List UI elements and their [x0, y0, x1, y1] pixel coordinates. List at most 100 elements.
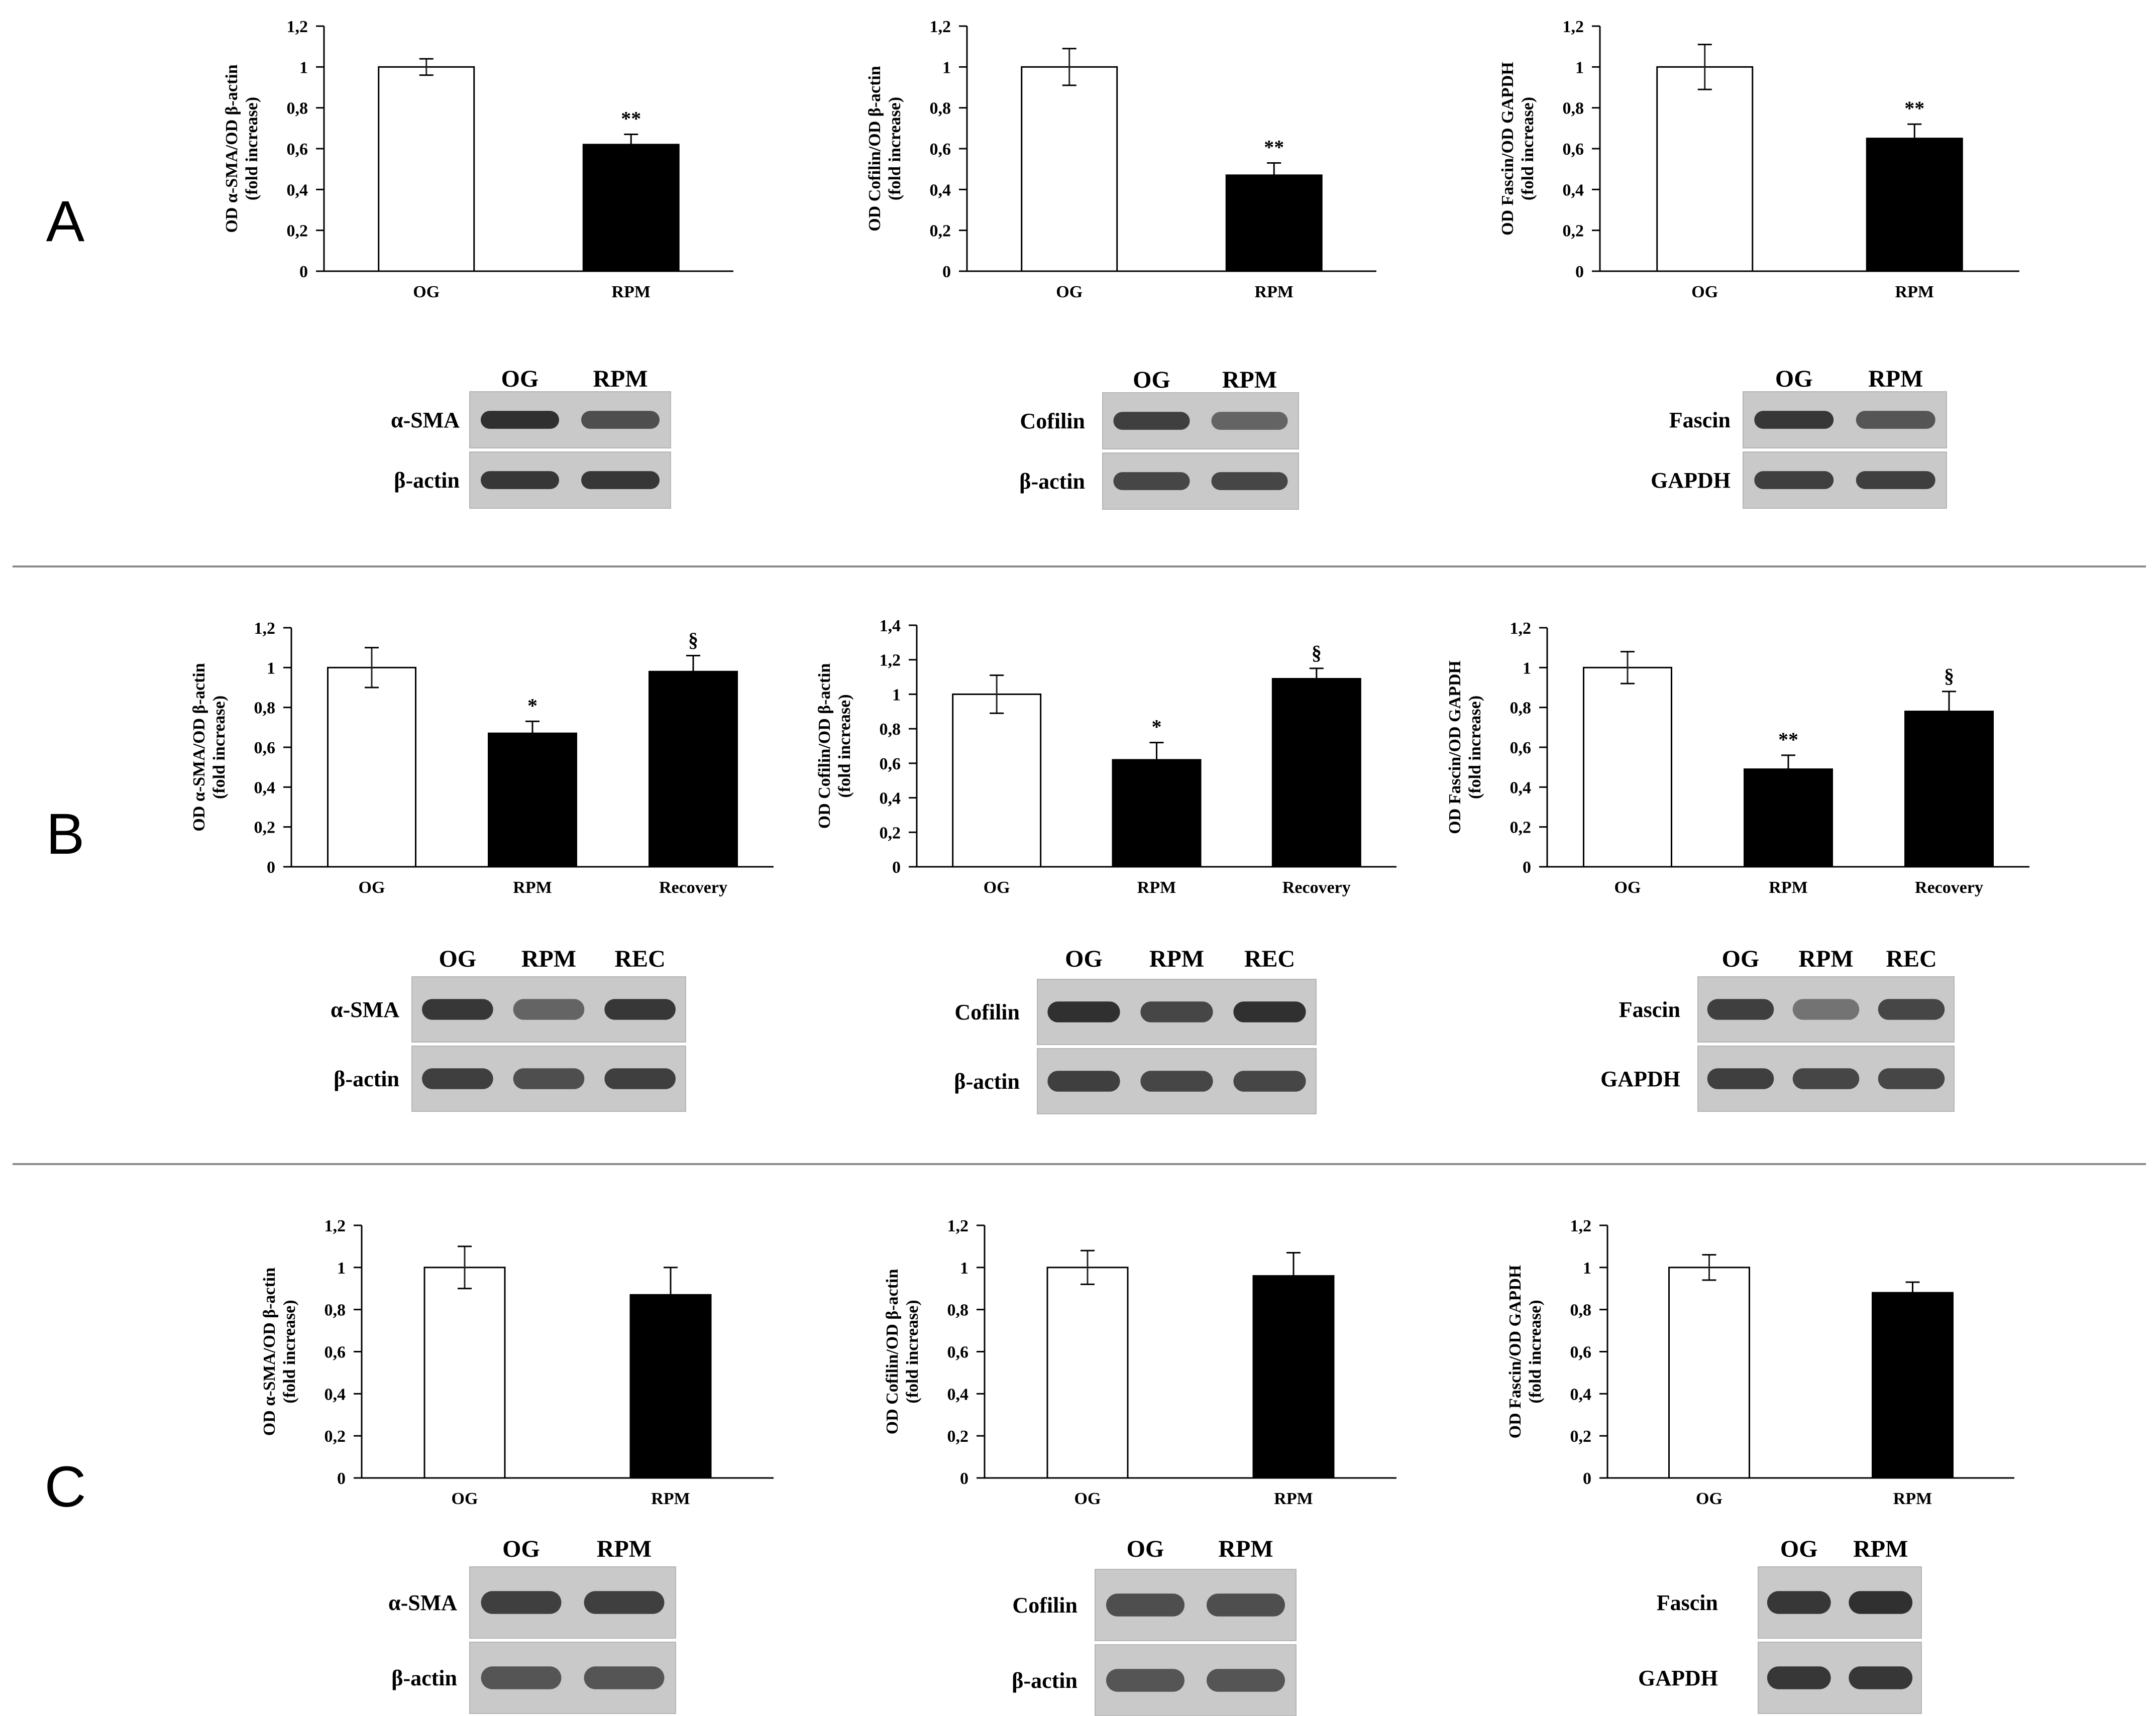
lane-label: OG — [439, 946, 476, 972]
lane-label: RPM — [597, 1536, 652, 1562]
y-tick-label: 0 — [299, 263, 308, 281]
lane-label: OG — [502, 1536, 540, 1562]
protein-band — [1707, 999, 1774, 1020]
protein-label: GAPDH — [1651, 468, 1731, 493]
lane-label: RPM — [1853, 1536, 1908, 1562]
significance-mark: § — [1312, 641, 1322, 664]
lane-label: RPM — [1868, 366, 1923, 392]
lane-label: OG — [1133, 367, 1170, 393]
y-tick-label: 0,2 — [287, 222, 308, 241]
y-tick-label: 1,2 — [880, 651, 901, 670]
y-tick-label: 1,2 — [325, 1217, 346, 1235]
y-tick-label: 1,2 — [1570, 1217, 1592, 1235]
protein-band — [581, 471, 660, 489]
category-label: RPM — [1274, 1490, 1313, 1508]
protein-label: Fascin — [1669, 408, 1731, 432]
western-blot: OG RPM REC α-SMA β-actin — [331, 946, 686, 1112]
bar — [1872, 1292, 1954, 1479]
y-tick-label: 1,2 — [1510, 619, 1532, 638]
lane-label: RPM — [521, 946, 576, 972]
western-blot: OG RPM α-SMA β-actin — [391, 366, 671, 509]
protein-band — [1767, 1666, 1831, 1689]
y-tick-label: 0,2 — [1510, 819, 1532, 837]
significance-mark: ** — [1264, 136, 1284, 158]
y-tick-label: 0 — [892, 858, 901, 877]
category-label: RPM — [612, 283, 651, 301]
lane-label: REC — [1886, 946, 1936, 972]
protein-band — [1754, 471, 1834, 489]
protein-band — [481, 411, 559, 429]
bar-chart: 0 0,2 0,4 0,6 0,8 1 1,2 OD Fascin/OD GAPDH(fold… — [1498, 18, 2019, 301]
y-axis-label: OD Fascin/OD GAPDH(fold increase) — [1506, 1265, 1545, 1439]
bar — [1866, 138, 1963, 272]
protein-band — [1856, 471, 1935, 489]
y-tick-label: 1,2 — [930, 18, 951, 36]
y-tick-label: 0 — [337, 1469, 346, 1488]
y-tick-label: 0,4 — [1570, 1385, 1592, 1404]
y-tick-label: 0,2 — [1563, 222, 1584, 241]
bar-chart: 0 0,2 0,4 0,6 0,8 1 1,2 OD Cofilin/OD β-actin(f… — [866, 18, 1376, 301]
category-label: OG — [1696, 1490, 1722, 1508]
panel-letter: B — [46, 802, 85, 866]
category-label: OG — [413, 283, 440, 301]
category-label: OG — [984, 878, 1010, 897]
protein-band — [1792, 1068, 1860, 1089]
y-tick-label: 0,6 — [880, 755, 901, 773]
protein-band — [481, 471, 559, 489]
protein-label: β-actin — [1019, 469, 1085, 494]
y-tick-label: 0,2 — [1570, 1427, 1592, 1446]
protein-band — [1754, 411, 1834, 429]
protein-band — [1707, 1068, 1774, 1089]
lane-label: OG — [1065, 946, 1103, 972]
y-tick-label: 1,2 — [254, 619, 276, 638]
y-tick-label: 0,6 — [1570, 1343, 1592, 1362]
protein-band — [1767, 1591, 1831, 1614]
category-label: OG — [1691, 283, 1718, 301]
y-tick-label: 0,4 — [287, 181, 308, 199]
bar — [629, 1294, 712, 1479]
protein-label: β-actin — [334, 1067, 399, 1091]
category-label: RPM — [513, 878, 552, 897]
bar — [1744, 768, 1833, 868]
lane-label: REC — [614, 946, 665, 972]
y-tick-label: 0 — [1583, 1469, 1591, 1488]
category-label: RPM — [1893, 1490, 1932, 1508]
y-tick-label: 1 — [337, 1259, 346, 1278]
category-label: OG — [1056, 283, 1083, 301]
lane-label: OG — [1127, 1536, 1164, 1562]
y-tick-label: 0,2 — [930, 222, 951, 241]
protein-band — [481, 1591, 562, 1614]
category-label: OG — [359, 878, 385, 897]
lane-label: OG — [1722, 946, 1760, 972]
y-tick-label: 0,2 — [325, 1427, 346, 1446]
y-tick-label: 0,2 — [254, 819, 276, 837]
protein-band — [1113, 472, 1190, 490]
protein-band — [421, 999, 493, 1020]
lane-label: RPM — [1222, 367, 1277, 393]
lane-label: RPM — [1798, 946, 1853, 972]
category-label: RPM — [1137, 878, 1176, 897]
y-tick-label: 1 — [1575, 58, 1584, 77]
y-tick-label: 0,6 — [325, 1343, 346, 1362]
protein-label: β-actin — [1012, 1668, 1077, 1693]
western-blot: OG RPM REC Cofilin β-actin — [954, 946, 1317, 1114]
lane-label: REC — [1244, 946, 1295, 972]
y-tick-label: 0,6 — [287, 140, 308, 159]
protein-label: GAPDH — [1638, 1666, 1718, 1690]
y-tick-label: 0 — [942, 263, 951, 281]
y-tick-label: 0,8 — [930, 99, 951, 118]
protein-band — [1233, 1001, 1306, 1022]
bar-chart: 0 0,2 0,4 0,6 0,8 1 1,2 OD Cofilin/OD β-actin(f… — [883, 1217, 1396, 1508]
y-tick-label: 0,2 — [880, 824, 901, 842]
category-label: OG — [1614, 878, 1641, 897]
bar — [378, 66, 475, 272]
western-blot: OG RPM REC Fascin GAPDH — [1600, 946, 1955, 1112]
protein-band — [1211, 412, 1288, 430]
bar — [1252, 1275, 1335, 1479]
y-tick-label: 1 — [1583, 1259, 1591, 1278]
category-label: OG — [1074, 1490, 1101, 1508]
y-tick-label: 1,2 — [287, 18, 308, 36]
protein-band — [1106, 1593, 1184, 1617]
y-axis-label: OD Cofilin/OD β-actin(fold increase) — [883, 1269, 922, 1435]
y-tick-label: 1 — [1523, 659, 1531, 677]
